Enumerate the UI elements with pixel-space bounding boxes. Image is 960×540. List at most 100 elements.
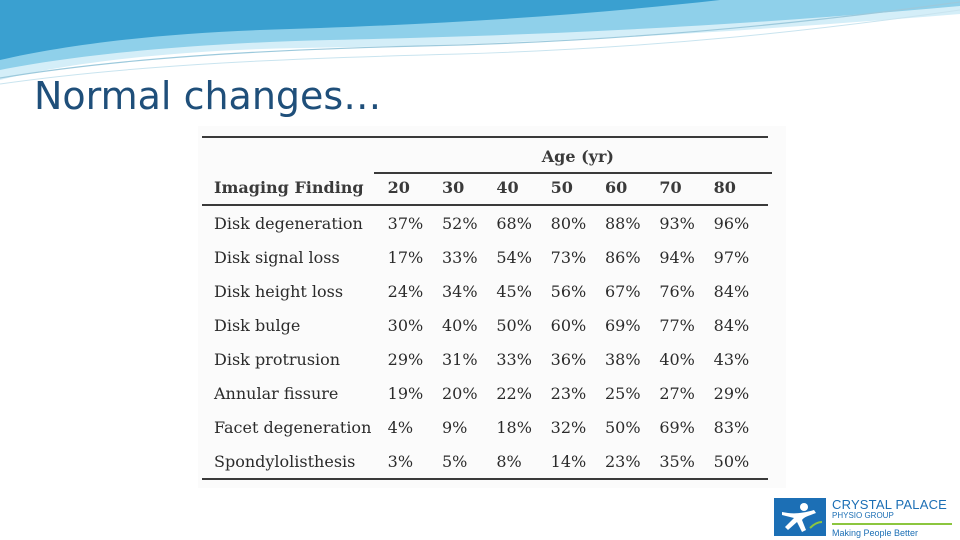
finding-value: 88% — [604, 213, 641, 233]
finding-value: 54% — [496, 247, 532, 267]
swoosh-line-2 — [0, 9, 960, 85]
age-group-label: Age (yr) — [541, 146, 614, 166]
finding-value: 36% — [550, 349, 587, 369]
finding-value: 20% — [442, 383, 478, 403]
swoosh-band-dark — [0, 0, 720, 60]
finding-value: 38% — [604, 349, 641, 369]
column-header-age-40: 40 — [496, 170, 551, 206]
finding-value: 18% — [496, 417, 532, 437]
finding-value: 84% — [713, 315, 750, 335]
finding-value: 31% — [442, 349, 478, 369]
slide-title: Normal changes… — [34, 74, 382, 118]
finding-value: 33% — [496, 349, 532, 369]
finding-value: 37% — [387, 213, 424, 233]
column-header-age-60: 60 — [604, 170, 660, 206]
finding-value: 19% — [387, 383, 424, 403]
finding-value: 69% — [604, 315, 641, 335]
finding-value: 40% — [442, 315, 478, 335]
finding-value: 60% — [550, 315, 587, 335]
finding-name: Disk protrusion — [214, 349, 341, 369]
table-row: Spondylolisthesis 3% 5% 8% 14% 23% 35% 50% — [202, 444, 768, 480]
table-top-rule — [202, 136, 768, 138]
finding-value: 76% — [659, 281, 695, 301]
findings-table-panel: Age (yr) Imaging Finding 20 30 40 50 60 … — [198, 126, 786, 488]
running-figure-icon — [774, 498, 826, 536]
finding-value: 77% — [659, 315, 695, 335]
finding-value: 96% — [713, 213, 750, 233]
age-group-spacer — [202, 136, 388, 170]
finding-value: 3% — [387, 444, 442, 480]
finding-value: 23% — [604, 444, 660, 480]
finding-value: 30% — [387, 315, 424, 335]
table-row: Disk signal loss 17% 33% 54% 73% 86% 94% 97% — [202, 240, 768, 274]
findings-table-body: Disk degeneration 37% 52% 68% 80% 88% 93% 96% Di… — [202, 205, 768, 480]
finding-value: 32% — [550, 417, 587, 437]
finding-value: 50% — [496, 315, 532, 335]
finding-value: 94% — [659, 247, 695, 267]
finding-value: 8% — [496, 444, 551, 480]
finding-value: 24% — [387, 281, 424, 301]
finding-value: 67% — [604, 281, 641, 301]
column-header-age-30: 30 — [442, 170, 497, 206]
finding-value: 68% — [496, 213, 532, 233]
finding-value: 29% — [713, 383, 750, 403]
finding-value: 97% — [713, 247, 750, 267]
age-group-header: Age (yr) — [388, 136, 768, 170]
finding-value: 29% — [387, 349, 424, 369]
finding-name: Spondylolisthesis — [202, 444, 388, 480]
finding-value: 84% — [713, 281, 750, 301]
logo-text: CRYSTAL PALACE PHYSIO GROUP Making Peopl… — [832, 498, 956, 538]
column-header-age-70: 70 — [659, 170, 714, 206]
finding-value: 93% — [659, 213, 695, 233]
finding-value: 5% — [442, 444, 497, 480]
table-row: Facet degeneration 4% 9% 18% 32% 50% 69% 83% — [202, 410, 768, 444]
table-row: Disk protrusion 29% 31% 33% 36% 38% 40% 43% — [202, 342, 768, 376]
finding-value: 9% — [442, 417, 468, 437]
finding-value: 45% — [496, 281, 532, 301]
imaging-findings-table: Age (yr) Imaging Finding 20 30 40 50 60 … — [202, 136, 768, 480]
finding-name: Annular fissure — [214, 383, 339, 403]
column-header-finding: Imaging Finding — [202, 170, 388, 206]
finding-name: Disk height loss — [214, 281, 344, 301]
column-header-age-20: 20 — [387, 170, 442, 206]
age-group-rule — [374, 172, 772, 174]
finding-value: 23% — [550, 383, 587, 403]
logo-name: CRYSTAL PALACE — [832, 497, 948, 512]
crystal-palace-logo: CRYSTAL PALACE PHYSIO GROUP Making Peopl… — [774, 496, 956, 538]
finding-value: 73% — [550, 247, 587, 267]
finding-value: 50% — [713, 444, 768, 480]
finding-value: 56% — [550, 281, 587, 301]
swoosh-line-1 — [0, 1, 960, 79]
finding-name: Disk degeneration — [214, 213, 363, 233]
logo-subname: PHYSIO GROUP — [832, 511, 894, 520]
finding-value: 35% — [659, 444, 714, 480]
finding-value: 43% — [713, 349, 750, 369]
logo-divider — [832, 523, 952, 525]
finding-value: 14% — [550, 444, 605, 480]
column-header-age-80: 80 — [713, 170, 768, 206]
finding-value: 83% — [713, 417, 750, 437]
table-row: Disk degeneration 37% 52% 68% 80% 88% 93% 96% — [202, 205, 768, 240]
header-swoosh-decoration — [0, 0, 960, 85]
finding-value: 4% — [387, 417, 414, 437]
finding-value: 17% — [387, 247, 424, 267]
finding-value: 25% — [604, 383, 641, 403]
table-row: Annular fissure 19% 20% 22% 23% 25% 27% 29% — [202, 376, 768, 410]
age-group-row: Age (yr) — [202, 136, 768, 170]
table-row: Disk height loss 24% 34% 45% 56% 67% 76% 84% — [202, 274, 768, 308]
finding-name: Disk signal loss — [214, 247, 340, 267]
finding-value: 69% — [659, 417, 695, 437]
finding-value: 33% — [442, 247, 478, 267]
table-row: Disk bulge 30% 40% 50% 60% 69% 77% 84% — [202, 308, 768, 342]
finding-value: 22% — [496, 383, 532, 403]
finding-value: 40% — [659, 349, 695, 369]
column-header-row: Imaging Finding 20 30 40 50 60 70 80 — [202, 170, 768, 206]
finding-value: 86% — [604, 247, 641, 267]
finding-value: 50% — [604, 417, 641, 437]
finding-value: 34% — [442, 281, 478, 301]
finding-value: 27% — [659, 383, 695, 403]
finding-value: 52% — [442, 213, 478, 233]
finding-name: Facet degeneration — [214, 417, 372, 437]
finding-value: 80% — [550, 213, 587, 233]
